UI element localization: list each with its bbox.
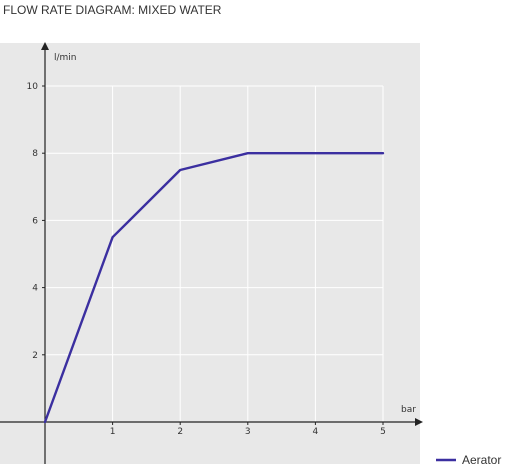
x-tick-label: 5 (380, 427, 386, 437)
tick-labels: 1 2 3 4 5 2 4 6 8 10 l/min bar (27, 53, 417, 437)
series-layer (43, 151, 385, 424)
y-tick-label: 8 (32, 149, 38, 159)
y-tick-label: 4 (32, 284, 38, 294)
y-axis-arrow (41, 42, 49, 50)
grid-lines (45, 85, 384, 422)
legend: Aerator (436, 453, 501, 467)
y-tick-label: 6 (32, 216, 38, 226)
x-axis-arrow (415, 418, 423, 426)
chart-title: FLOW RATE DIAGRAM: MIXED WATER (3, 3, 222, 17)
x-axis-label: bar (401, 405, 416, 415)
x-tick-label: 2 (177, 427, 183, 437)
axes (0, 42, 423, 464)
x-tick-label: 4 (313, 427, 319, 437)
legend-label: Aerator (462, 453, 501, 467)
x-tick-label: 3 (245, 427, 251, 437)
x-tick-label: 1 (110, 427, 116, 437)
y-tick-label: 10 (27, 82, 39, 92)
y-axis-label: l/min (54, 53, 77, 63)
series-line-aerator (43, 151, 385, 424)
plot-area (0, 43, 420, 464)
y-tick-label: 2 (32, 351, 38, 361)
